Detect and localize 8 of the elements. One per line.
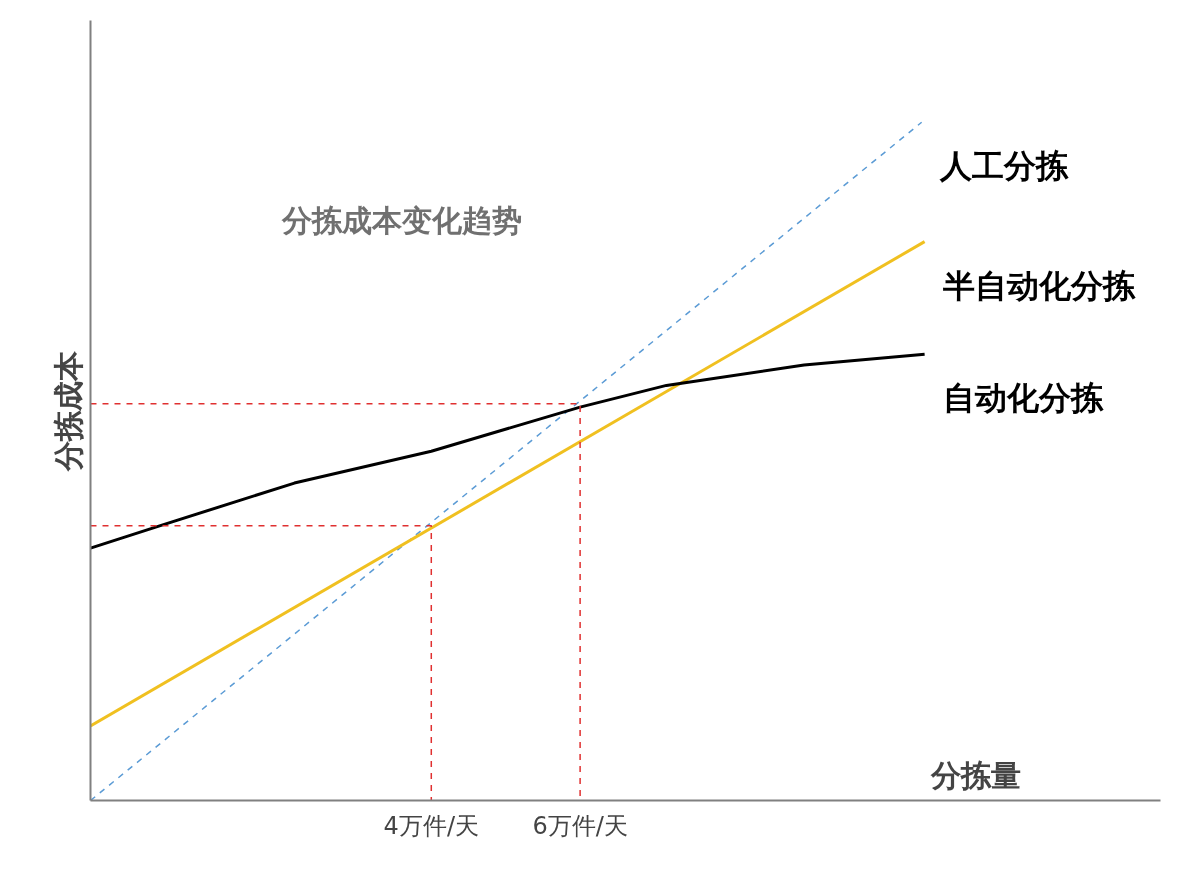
- text: 分拣成本变化趋势: [281, 202, 523, 238]
- y-axis-title: 分拣成本: [50, 349, 86, 472]
- x-tick-label: 6万件/天: [532, 811, 628, 840]
- x-tick-label: 4万件/天: [383, 811, 479, 840]
- x-axis-title: 分拣量: [929, 757, 1021, 793]
- series-label: 自动化分拣: [942, 379, 1104, 418]
- series-label: 半自动化分拣: [941, 266, 1136, 305]
- series-label: 人工分拣: [938, 147, 1069, 186]
